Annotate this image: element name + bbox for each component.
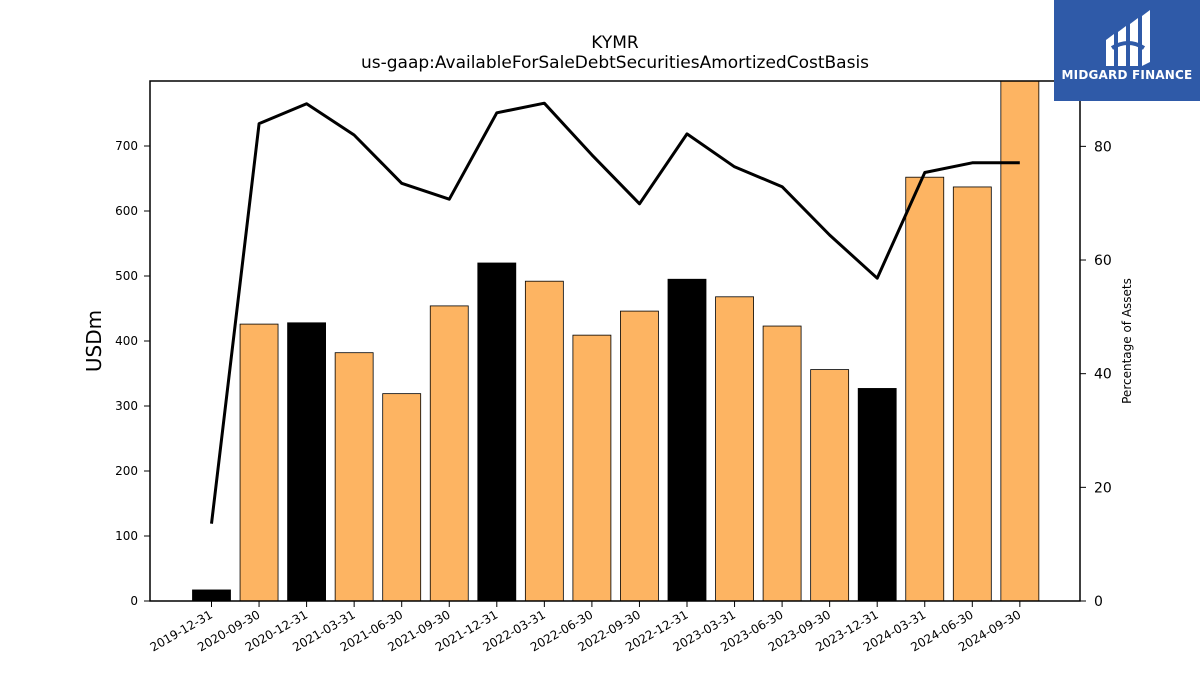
left-tick-label: 300 bbox=[115, 399, 138, 413]
bar-2020-09-30 bbox=[239, 323, 279, 602]
left-tick-label: 0 bbox=[130, 594, 138, 608]
y-axis-label: USDm bbox=[82, 310, 106, 372]
logo-mark-icon bbox=[1106, 10, 1150, 66]
midgard-finance-logo: MIDGARD FINANCE bbox=[1054, 0, 1200, 101]
bar-2022-09-30 bbox=[620, 310, 659, 602]
left-axis: 0 100 200 300 400 500 600 700 bbox=[115, 139, 150, 608]
bar-2023-09-30 bbox=[810, 369, 850, 602]
bar-2024-03-31 bbox=[905, 176, 945, 602]
bar-2022-03-31 bbox=[524, 280, 564, 602]
bar-2019-12-31 bbox=[192, 589, 231, 602]
left-tick-label: 500 bbox=[115, 269, 138, 283]
left-tick-label: 100 bbox=[115, 529, 138, 543]
logo-text: MIDGARD FINANCE bbox=[1061, 68, 1193, 82]
bar-group bbox=[192, 80, 1040, 602]
right-tick-label: 80 bbox=[1094, 139, 1112, 155]
chart-subtitle: us-gaap:AvailableForSaleDebtSecuritiesAm… bbox=[361, 53, 869, 73]
bar-2021-09-30 bbox=[429, 305, 469, 602]
x-axis: 2019-12-312020-09-302020-12-312021-03-31… bbox=[148, 601, 1023, 654]
bar-2022-12-31 bbox=[667, 278, 707, 602]
left-tick-label: 600 bbox=[115, 204, 138, 218]
bar-2020-12-31 bbox=[287, 322, 327, 602]
right-tick-label: 60 bbox=[1094, 253, 1112, 269]
bar-2023-03-31 bbox=[715, 296, 754, 602]
bar-2024-06-30 bbox=[952, 186, 992, 602]
bar-2021-12-31 bbox=[477, 262, 517, 602]
left-tick-label: 700 bbox=[115, 139, 138, 153]
chart-title: KYMR bbox=[591, 33, 639, 53]
right-tick-label: 20 bbox=[1094, 480, 1112, 496]
bar-2021-03-31 bbox=[334, 352, 374, 602]
left-tick-label: 200 bbox=[115, 464, 138, 478]
bar-2023-06-30 bbox=[762, 325, 802, 602]
right-axis: 0 20 40 60 80 bbox=[1080, 139, 1112, 610]
bar-2024-09-30 bbox=[1000, 80, 1040, 602]
right-tick-label: 0 bbox=[1094, 594, 1103, 610]
bar-2022-06-30 bbox=[572, 334, 612, 602]
left-tick-label: 400 bbox=[115, 334, 138, 348]
bar-2021-06-30 bbox=[382, 393, 422, 602]
y2-axis-label: Percentage of Assets bbox=[1120, 278, 1134, 404]
right-tick-label: 40 bbox=[1094, 367, 1112, 383]
bar-2023-12-31 bbox=[857, 388, 897, 602]
percentage-line bbox=[210, 101, 1020, 524]
